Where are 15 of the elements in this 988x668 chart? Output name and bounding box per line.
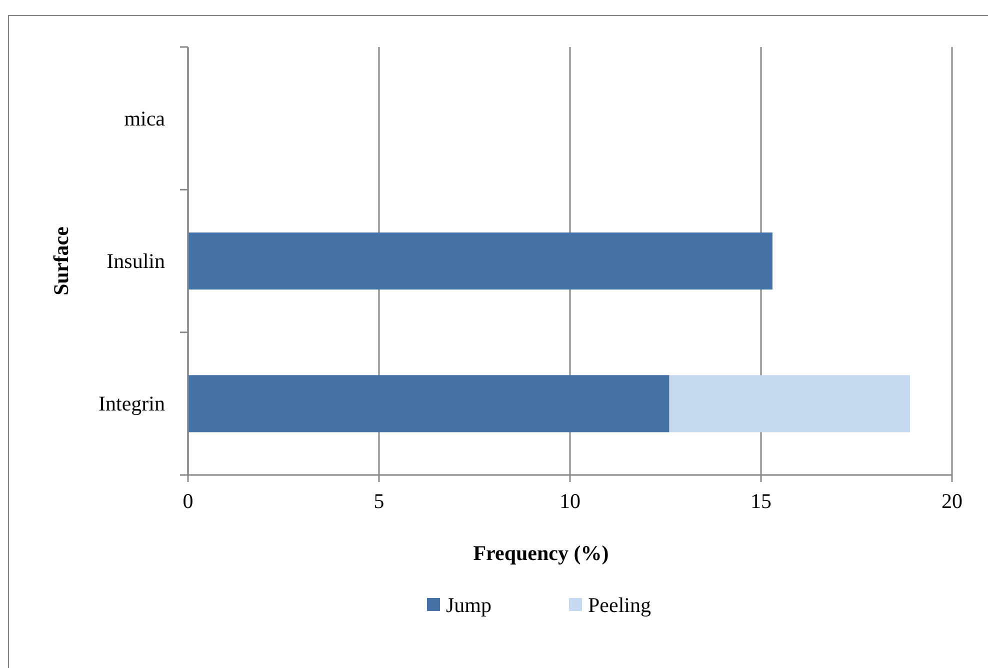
x-tick-label: 15: [750, 489, 772, 513]
bar: [188, 375, 670, 432]
y-tick-label: Insulin: [106, 249, 166, 273]
x-tick-label: 5: [374, 489, 384, 513]
y-tick-label: Integrin: [98, 392, 166, 416]
x-tick-label: 10: [560, 489, 580, 513]
x-tick-label: 20: [942, 489, 962, 513]
y-axis-title: Surface: [49, 226, 73, 296]
bar: [669, 375, 910, 432]
y-tick-label: mica: [124, 106, 166, 130]
legend-label: Jump: [446, 593, 492, 617]
x-axis-title: Frequency (%): [473, 541, 609, 565]
legend-label: Peeling: [588, 593, 652, 617]
x-tick-label: 0: [182, 489, 194, 513]
bar: [188, 232, 772, 290]
